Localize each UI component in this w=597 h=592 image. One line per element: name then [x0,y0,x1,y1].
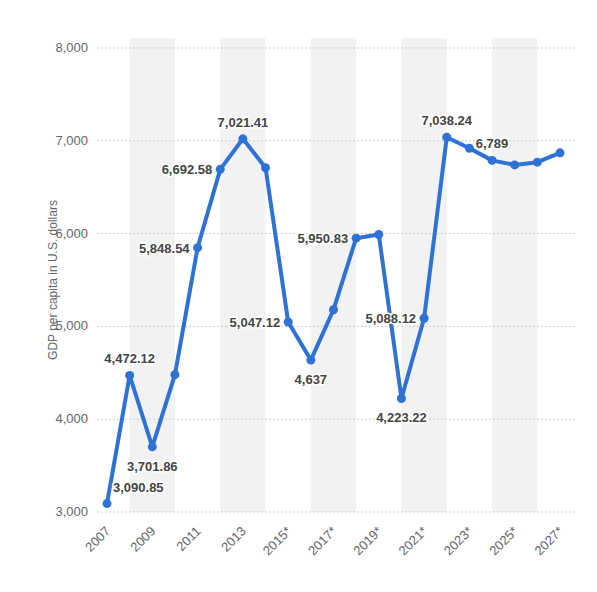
data-label: 7,021.41 [218,115,269,130]
marker [284,318,293,327]
marker [216,165,225,174]
marker [193,243,202,252]
marker [533,158,542,167]
marker [125,371,134,380]
marker [374,230,383,239]
x-tick-label: 2021* [396,524,431,559]
marker [420,314,429,323]
plot-area [103,133,565,508]
grid-line [97,48,575,49]
band [220,38,265,512]
marker [170,370,179,379]
data-label: 4,472.12 [104,351,155,366]
marker [306,356,315,365]
marker [329,305,338,314]
y-tick-label: 3,000 [55,504,88,519]
x-tick-label: 2017* [305,524,340,559]
data-label: 5,950.83 [298,231,349,246]
x-tick-label: 2025* [486,524,521,559]
x-tick-label: 2023* [441,524,476,559]
marker [397,394,406,403]
data-label: 4,223.22 [376,410,427,425]
band [311,38,356,512]
marker [556,148,565,157]
data-label: 6,692.58 [162,162,213,177]
data-label: 5,088.12 [365,311,416,326]
grid-line [97,419,575,420]
y-tick-label: 7,000 [55,133,88,148]
x-tick-label: 2027* [531,524,566,559]
data-label: 4,637 [295,372,328,387]
x-tick-label: 2013 [218,524,249,555]
marker [510,160,519,169]
data-label: 6,789 [476,136,509,151]
grid-line [97,326,575,327]
x-tick-label: 2011 [173,524,203,554]
marker [103,499,112,508]
y-tick-label: 6,000 [55,226,88,241]
marker [238,134,247,143]
marker [148,442,157,451]
band [401,38,446,512]
y-tick-label: 5,000 [55,318,88,333]
x-tick-label: 2009 [127,524,158,555]
y-tick-label: 8,000 [55,40,88,55]
data-label: 5,848.54 [139,241,190,256]
marker [442,133,451,142]
chart: 3,000 4,000 5,000 6,000 7,000 8,000 GDP per ca… [0,0,597,592]
y-axis-title: GDP per capita in U.S. dollars [46,200,60,360]
data-label: 7,038.24 [421,113,472,128]
marker [261,163,270,172]
x-tick-label: 2019* [350,524,385,559]
x-tick-label: 2007 [82,524,113,555]
grid-line [97,512,575,513]
line [107,137,560,503]
marker [488,156,497,165]
marker [465,144,474,153]
data-label: 3,701.86 [127,459,178,474]
data-label: 3,090.85 [113,480,164,495]
y-tick-label: 4,000 [55,411,88,426]
x-tick-label: 2015* [260,524,295,559]
data-label: 5,047.12 [230,315,281,330]
marker [352,234,361,243]
band [492,38,537,512]
